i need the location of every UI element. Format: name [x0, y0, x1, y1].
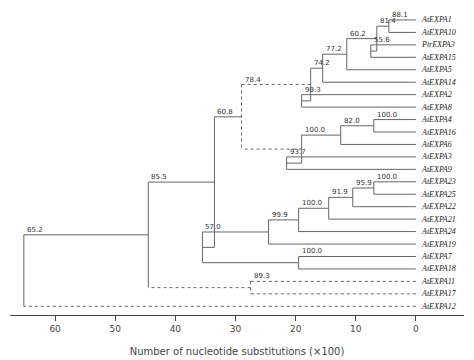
- svg-text:AtEXPA18: AtEXPA18: [421, 264, 456, 273]
- svg-text:AtEXPA21: AtEXPA21: [421, 215, 456, 224]
- svg-text:PtrEXPA3: PtrEXPA3: [421, 40, 455, 49]
- svg-text:AtEXPA22: AtEXPA22: [421, 202, 456, 211]
- svg-text:AtEXPA23: AtEXPA23: [421, 177, 456, 186]
- svg-text:50: 50: [110, 324, 122, 334]
- svg-text:AtEXPA25: AtEXPA25: [421, 190, 456, 199]
- svg-text:88.1: 88.1: [392, 11, 408, 19]
- svg-text:AtEXPA24: AtEXPA24: [421, 227, 456, 236]
- svg-text:30: 30: [230, 324, 242, 334]
- svg-text:AtEXPA7: AtEXPA7: [421, 252, 453, 261]
- svg-text:AtEXPA4: AtEXPA4: [421, 115, 452, 124]
- svg-text:82.0: 82.0: [344, 117, 360, 125]
- svg-text:85.5: 85.5: [151, 173, 167, 181]
- svg-text:78.4: 78.4: [245, 76, 261, 84]
- svg-text:99.3: 99.3: [305, 86, 321, 94]
- svg-text:100.0: 100.0: [377, 173, 397, 181]
- svg-text:89.3: 89.3: [254, 272, 270, 280]
- svg-text:93.7: 93.7: [290, 148, 306, 156]
- svg-text:AtEXPA5: AtEXPA5: [421, 65, 452, 74]
- svg-text:60.8: 60.8: [217, 108, 233, 116]
- svg-text:AtEXPA10: AtEXPA10: [421, 28, 456, 37]
- svg-text:99.9: 99.9: [272, 211, 288, 219]
- svg-text:60: 60: [49, 324, 61, 334]
- svg-text:60.2: 60.2: [350, 30, 366, 38]
- svg-text:AtEXPA9: AtEXPA9: [421, 165, 452, 174]
- svg-text:65.2: 65.2: [27, 226, 43, 234]
- svg-text:20: 20: [290, 324, 302, 334]
- svg-text:57.0: 57.0: [205, 223, 221, 231]
- svg-text:81.4: 81.4: [380, 17, 396, 25]
- svg-text:AtEXPA16: AtEXPA16: [421, 128, 456, 137]
- svg-text:55.6: 55.6: [374, 36, 390, 44]
- svg-text:77.2: 77.2: [326, 45, 342, 53]
- svg-text:AtEXPA1: AtEXPA1: [421, 15, 452, 24]
- svg-text:91.9: 91.9: [332, 188, 348, 196]
- svg-text:95.9: 95.9: [356, 179, 372, 187]
- svg-text:40: 40: [170, 324, 182, 334]
- svg-text:100.0: 100.0: [305, 126, 325, 134]
- svg-text:10: 10: [350, 324, 362, 334]
- svg-text:AtEXPA8: AtEXPA8: [421, 103, 452, 112]
- svg-text:AtEXPA19: AtEXPA19: [421, 240, 456, 249]
- svg-text:74.2: 74.2: [314, 59, 330, 67]
- svg-text:100.0: 100.0: [377, 111, 397, 119]
- svg-text:AtEXPA12: AtEXPA12: [421, 302, 456, 311]
- svg-text:100.0: 100.0: [302, 247, 322, 255]
- svg-text:AtEXPA2: AtEXPA2: [421, 90, 452, 99]
- svg-text:AtEXPA11: AtEXPA11: [421, 277, 455, 286]
- svg-text:AtEXPA17: AtEXPA17: [421, 289, 457, 298]
- svg-text:0: 0: [413, 324, 419, 334]
- svg-text:AtEXPA6: AtEXPA6: [421, 140, 452, 149]
- svg-text:AtEXPA15: AtEXPA15: [421, 53, 456, 62]
- svg-text:AtEXPA14: AtEXPA14: [421, 78, 456, 87]
- svg-text:AtEXPA3: AtEXPA3: [421, 152, 452, 161]
- svg-text:100.0: 100.0: [302, 199, 322, 207]
- svg-text:Number of nucleotide substitut: Number of nucleotide substitutions (×100…: [130, 346, 345, 357]
